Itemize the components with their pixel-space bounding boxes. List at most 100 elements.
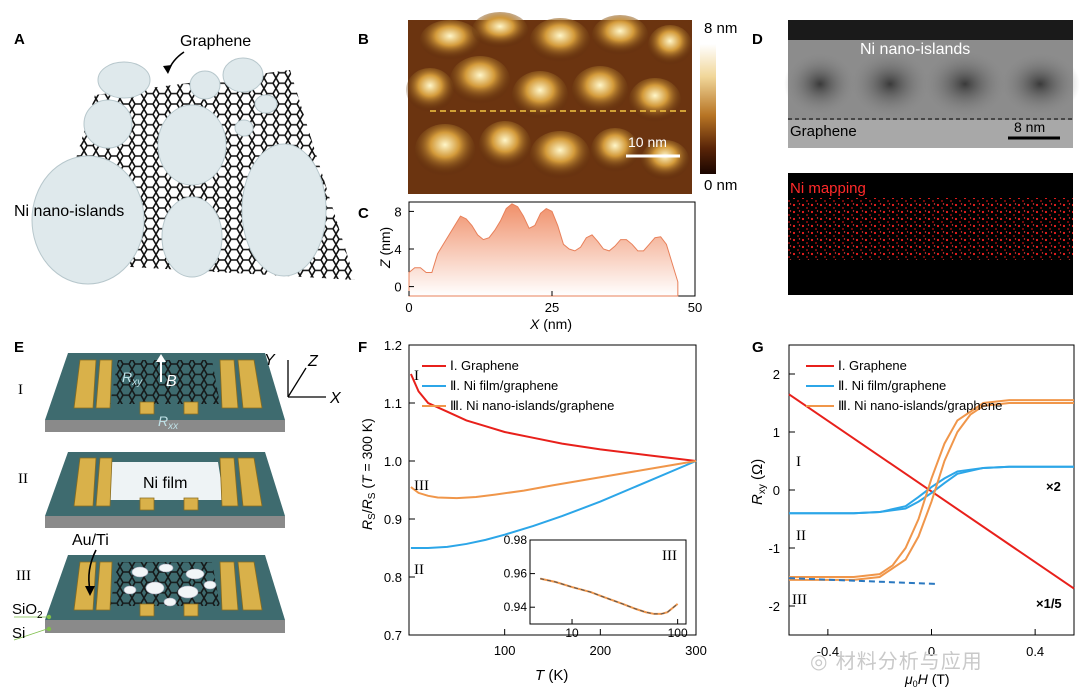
panel-g-label: G (752, 339, 764, 356)
c-xlabel: X (nm) (529, 316, 572, 332)
f-inset-label: III (662, 548, 677, 564)
g-legend-label: Ⅰ. Graphene (838, 358, 907, 373)
panel-d-label: D (752, 31, 763, 48)
f-annot-iii: III (414, 478, 429, 494)
g-xtick-label: 0 (928, 644, 935, 659)
c-ytick-label: 4 (394, 242, 401, 257)
tem-islands-label: Ni nano-islands (860, 41, 970, 58)
ni-film-label: Ni film (143, 475, 187, 492)
si-label: Si (12, 625, 25, 642)
axis-y-label: Y (264, 352, 276, 369)
scalebar-d-label: 8 nm (1014, 119, 1045, 135)
graphene-arrow-a (167, 51, 185, 73)
device-3: Au/Ti SiO2 Si (12, 532, 285, 642)
f-axes (408, 344, 697, 636)
coordinate-axes (287, 360, 326, 398)
panel-c-label: C (358, 205, 369, 222)
c-xtick-label: 50 (688, 300, 702, 315)
g-annot-x2: ×2 (1046, 479, 1061, 494)
f-legend: Ⅰ. Graphene Ⅱ. Ni film/graphene Ⅲ. Ni nano… (422, 358, 614, 413)
arrow-head-icon (163, 65, 172, 74)
f-annot-i: I (414, 368, 419, 384)
graphene-label-a: Graphene (180, 33, 251, 50)
g-series (788, 393, 1075, 590)
f-inset-fit (540, 578, 678, 615)
f-inset-ytick-label: 0.98 (504, 533, 528, 547)
g-annot-iii: III (792, 592, 807, 608)
axis-z-label: Z (307, 353, 319, 370)
g-legend-label: Ⅲ. Ni nano-islands/graphene (838, 398, 1002, 413)
f-ticks: 1.2 1.1 1.0 0.9 0.8 0.7 100 200 300 (384, 338, 707, 658)
g-ytick-label: 1 (773, 425, 780, 440)
g-ylabel: Rxy (Ω) (749, 459, 768, 505)
tem-islands (784, 50, 1080, 118)
c-ytick-label: 0 (394, 280, 401, 295)
c-ylabel: Z (nm) (377, 227, 393, 269)
rxy-label: Rxy (122, 369, 143, 388)
rxx-label: Rxx (158, 413, 179, 432)
f-ylabel: RS/RS (T = 300 K) (359, 418, 378, 530)
g-legend-label: Ⅱ. Ni film/graphene (838, 378, 946, 393)
f-ytick-label: 1.1 (384, 396, 402, 411)
f-xtick-label: 200 (589, 643, 611, 658)
f-inset-xtick-label: 100 (668, 626, 688, 640)
c-profile-area (408, 203, 679, 297)
panel-f: F 1.2 1.1 1.0 0.9 0.8 0.7 100 200 300 Ⅰ. Graphen… (358, 338, 707, 684)
c-ytick-label: 8 (394, 204, 401, 219)
panel-b-label: B (358, 31, 369, 48)
colorbar (700, 44, 716, 174)
f-series-line-1 (409, 373, 697, 462)
f-inset: 0.98 0.96 0.94 10 100 III (504, 533, 688, 640)
field-b-label: B (166, 373, 177, 390)
f-inset-xtick-label: 10 (565, 626, 579, 640)
g-annot-ii: II (796, 528, 806, 544)
c-xtick-label: 0 (405, 300, 412, 315)
tem-graphene-label: Graphene (790, 123, 857, 140)
g-annot-x1-5: ×1/5 (1036, 596, 1062, 611)
f-ytick-label: 0.8 (384, 570, 402, 585)
g-series-up-2 (789, 465, 1074, 515)
f-ytick-label: 1.2 (384, 338, 402, 353)
scalebar-b-label: 10 nm (628, 134, 667, 150)
device-2: Ni film (45, 452, 285, 528)
f-legend-label: Ⅱ. Ni film/graphene (450, 378, 558, 393)
f-xlabel: T (K) (535, 667, 568, 684)
f-legend-label: Ⅲ. Ni nano-islands/graphene (450, 398, 614, 413)
c-xtick-label: 25 (545, 300, 559, 315)
device-1: B Rxy Rxx (45, 353, 285, 432)
g-saturation-dashed-line (788, 577, 937, 585)
colorbar-top-label: 8 nm (704, 20, 737, 37)
panel-d: D Ni nano-islands Graphene 8 nm Ni mappi… (752, 20, 1080, 295)
watermark: ◎ 材料分析与应用 (810, 649, 983, 673)
panel-g: G 2 1 0 -1 -2 -0.4 0 0.4 Ⅰ. Graphene Ⅱ. Ni film/… (749, 339, 1075, 689)
row-label-3: III (16, 568, 31, 584)
g-series-up-1 (788, 393, 1075, 590)
g-ytick-label: 0 (773, 483, 780, 498)
arrow-head-icon (85, 586, 95, 596)
f-xtick-label: 300 (685, 643, 707, 658)
g-series-up-3 (789, 402, 1074, 581)
f-legend-label: Ⅰ. Graphene (450, 358, 519, 373)
g-ytick-label: -2 (768, 599, 780, 614)
colorbar-bottom-label: 0 nm (704, 177, 737, 194)
f-series-line-3 (410, 460, 697, 500)
axis-x-label: X (329, 390, 342, 407)
f-inset-ytick-label: 0.96 (504, 567, 528, 581)
panel-e: E I II III B Rxy Rxx (12, 339, 342, 642)
f-series (409, 373, 697, 549)
panel-c: C 8 4 00 25 50 Z (nm) X (nm) (358, 201, 702, 332)
f-inset-ytick-label: 0.94 (504, 600, 528, 614)
g-xtick-label: -0.4 (817, 644, 839, 659)
f-ytick-label: 0.9 (384, 512, 402, 527)
g-ytick-label: 2 (773, 367, 780, 382)
panel-e-label: E (14, 339, 24, 356)
f-series-line-2 (410, 460, 697, 549)
afm-bumps (406, 12, 692, 180)
panel-a-label: A (14, 31, 25, 48)
ni-mapping-label: Ni mapping (790, 180, 866, 197)
ni-islands-label-a: Ni nano-islands (14, 203, 124, 220)
panel-b: B 10 nm 8 nm 0 nm (358, 12, 737, 194)
